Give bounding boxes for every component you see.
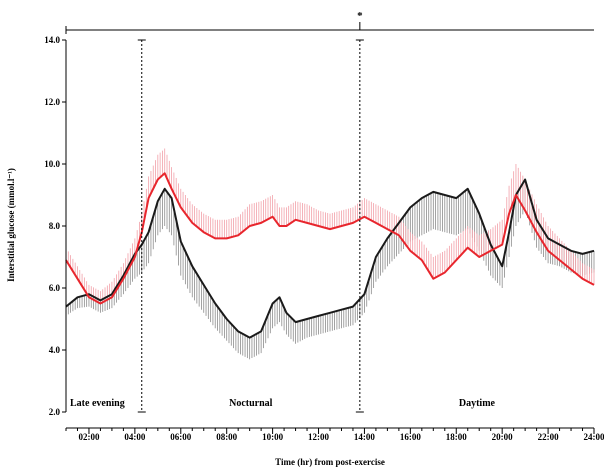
x-ticks: 02:00 04:00 06:00 08:00 10:00 12:00 14:00 16:00… (65, 428, 604, 442)
y-tick-label: 12.0 (44, 97, 60, 107)
x-axis-title: Time (hr) from post-exercise (275, 457, 385, 467)
x-tick-label: 20:00 (492, 432, 513, 442)
period-label: Late evening (70, 398, 125, 409)
series-2-line (65, 172, 595, 305)
y-axis-title: Interstitial glucose (mmol.l⁻¹) (6, 168, 16, 282)
series-1-line (65, 178, 595, 339)
x-tick-label: 18:00 (446, 432, 467, 442)
x-tick-label: 08:00 (216, 432, 237, 442)
x-tick-label: 14:00 (354, 432, 375, 442)
y-tick-label: 10.0 (44, 159, 60, 169)
y-tick-label: 14.0 (44, 35, 60, 45)
y-tick-label: 4.0 (49, 345, 61, 355)
significance-marker-group: * (357, 10, 363, 30)
y-ticks: 2.0 4.0 6.0 8.0 10.0 12.0 14.0 (44, 35, 66, 417)
y-tick-label: 8.0 (49, 221, 61, 231)
series-lines (65, 172, 595, 339)
x-tick-label: 06:00 (170, 432, 191, 442)
x-tick-label: 16:00 (400, 432, 421, 442)
period-labels: Late evening Nocturnal Daytime (70, 398, 496, 409)
x-tick-label: 22:00 (538, 432, 559, 442)
x-tick-label: 10:00 (262, 432, 283, 442)
x-tick-label: 24:00 (584, 432, 604, 442)
x-tick-label: 04:00 (124, 432, 145, 442)
significance-marker: * (357, 10, 363, 22)
y-tick-label: 6.0 (49, 283, 61, 293)
period-label: Daytime (459, 398, 496, 409)
period-label: Nocturnal (229, 398, 273, 409)
y-tick-label: 2.0 (49, 407, 61, 417)
x-tick-label: 12:00 (308, 432, 329, 442)
x-tick-label: 02:00 (78, 432, 99, 442)
series-2-error-bars (65, 148, 595, 304)
period-boundaries (137, 39, 364, 413)
error-bars (65, 148, 595, 360)
